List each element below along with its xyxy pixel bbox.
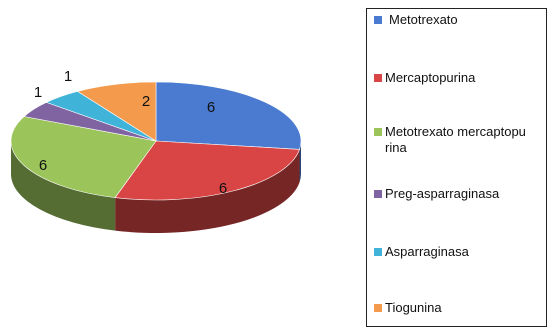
data-label-asparraginasa: 1: [64, 68, 72, 85]
legend-item-asparraginasa: Asparraginasa: [374, 244, 469, 260]
legend-swatch: [374, 248, 382, 256]
legend-item-mercaptopurina: Mercaptopurina: [374, 70, 475, 86]
pie-side-mercaptopurina: [115, 149, 300, 234]
data-label-preg-asparraginasa: 1: [34, 84, 42, 101]
legend-label: Metotrexato mercaptopu rina: [385, 124, 526, 155]
pie-plot: 6 6 6 1 1 2: [10, 68, 302, 234]
legend-item-preg-asparraginasa: Preg-asparraginasa: [374, 186, 499, 202]
legend-swatch: [374, 16, 382, 24]
legend-label: Preg-asparraginasa: [385, 186, 500, 201]
data-label-tiogunina: 2: [142, 93, 150, 110]
legend-swatch: [374, 304, 382, 312]
data-label-mercaptopurina: 6: [219, 180, 227, 197]
pie-slice-tiogunina: [76, 81, 157, 142]
legend-label: Tiogunina: [385, 300, 442, 315]
data-label-metotrexato: 6: [207, 99, 215, 116]
pie-side-metotrexato-mercaptopu-rina: [11, 141, 116, 231]
pie-slice-metotrexato-mercaptopu-rina: [10, 116, 157, 198]
data-label-metotrexato-mercaptopu-rina: 6: [39, 157, 47, 174]
chart-legend: Metotrexato Mercaptopurina Metotrexato mer…: [366, 8, 547, 327]
legend-label: Asparraginasa: [385, 244, 469, 259]
legend-item-metotrexato-mercaptopu-rina: Metotrexato mercaptopu rina: [374, 124, 545, 156]
legend-label: Metotrexato: [389, 12, 458, 27]
legend-item-metotrexato: Metotrexato: [374, 12, 458, 28]
legend-swatch: [374, 74, 382, 82]
pie-slice-mercaptopurina: [114, 140, 300, 201]
legend-swatch: [374, 190, 382, 198]
legend-label: Mercaptopurina: [385, 70, 476, 85]
pie-slice-metotrexato: [155, 81, 302, 150]
pie-side-metotrexato: [299, 141, 301, 183]
legend-item-tiogunina: Tiogunina: [374, 300, 442, 316]
legend-swatch: [374, 128, 382, 136]
